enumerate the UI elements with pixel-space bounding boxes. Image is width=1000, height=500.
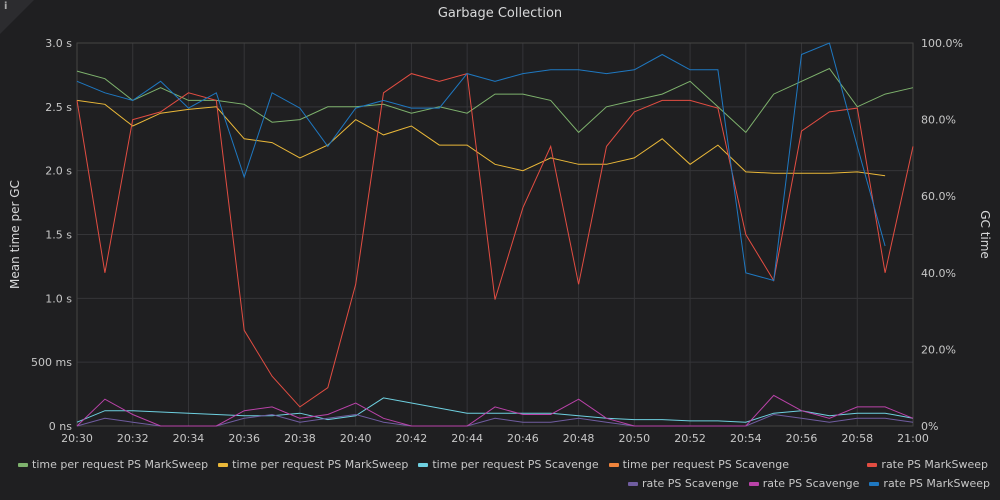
x-tick-label: 20:30 [61,432,93,445]
x-tick-label: 20:44 [451,432,483,445]
y2-tick-label: 60.0% [921,190,956,203]
y-axis-label: Mean time per GC [8,180,22,289]
x-tick-label: 20:40 [340,432,372,445]
legend-swatch [218,462,229,467]
legend-label: time per request PS Scavenge [432,458,599,471]
legend-item[interactable]: rate PS Scavenge [748,477,860,490]
series-line-5 [76,413,914,427]
x-tick-label: 20:56 [786,432,818,445]
legend-label: rate PS Scavenge [641,477,739,490]
legend-swatch [418,462,429,467]
legend-item[interactable]: time per request PS Scavenge [418,458,599,471]
legend-item[interactable]: rate PS Scavenge [627,477,739,490]
legend-swatch [627,481,638,486]
panel-title: Garbage Collection [437,6,563,21]
legend-swatch [869,481,880,486]
series-line-7 [76,42,886,282]
legend-label: time per request PS MarkSweep [232,458,409,471]
y-tick-label: 0 ns [49,420,72,433]
y2-tick-label: 100.0% [921,37,963,50]
legend-item[interactable]: time per request PS MarkSweep [18,458,208,471]
y-tick-label: 3.0 s [45,37,72,50]
x-tick-label: 20:58 [841,432,873,445]
y2-tick-label: 20.0% [921,343,956,356]
series-line-2 [76,397,914,423]
x-tick-label: 20:48 [563,432,595,445]
x-tick-label: 20:52 [674,432,706,445]
y-tick-label: 500 ms [31,356,72,369]
y2-axis-label: GC time [978,210,992,259]
y-tick-label: 2.0 s [45,165,72,178]
plot-border [76,42,914,427]
x-tick-label: 20:32 [117,432,149,445]
legend-label: time per request PS MarkSweep [32,458,209,471]
legend-swatch [748,481,759,486]
legend-row-1: time per request PS MarkSweep time per re… [18,458,998,471]
series-line-4 [76,72,914,408]
y-tick-label: 2.5 s [45,101,72,114]
x-tick-label: 20:46 [507,432,539,445]
panel-corner [0,0,34,34]
y-tick-label: 1.0 s [45,292,72,305]
legend-label: rate PS Scavenge [762,477,860,490]
legend-row-2: rate PS Scavenge rate PS Scavenge rate PS … [627,477,1000,490]
x-tick-label: 20:36 [228,432,260,445]
series-line-6 [76,394,914,427]
y2-tick-label: 0% [921,420,938,433]
y-tick-label: 1.5 s [45,229,72,242]
x-tick-label: 20:42 [396,432,428,445]
y2-tick-label: 40.0% [921,267,956,280]
legend-swatch [608,462,619,467]
legend-label: rate PS MarkSweep [881,458,988,471]
legend-item[interactable]: rate PS MarkSweep [869,477,990,490]
x-tick-label: 20:38 [284,432,316,445]
legend-label: rate PS MarkSweep [883,477,990,490]
legend-swatch [18,462,28,467]
legend-item[interactable]: time per request PS MarkSweep [218,458,408,471]
legend-label: time per request PS Scavenge [622,458,789,471]
legend-swatch [867,462,878,467]
y2-tick-label: 80.0% [921,114,956,127]
x-tick-label: 20:54 [730,432,762,445]
x-tick-label: 21:00 [897,432,929,445]
info-icon[interactable]: i [4,1,8,12]
x-tick-label: 20:34 [173,432,205,445]
legend-item[interactable]: rate PS MarkSweep [867,458,988,471]
series-line-1 [76,99,886,177]
x-tick-label: 20:50 [618,432,650,445]
legend-item[interactable]: time per request PS Scavenge [608,458,789,471]
